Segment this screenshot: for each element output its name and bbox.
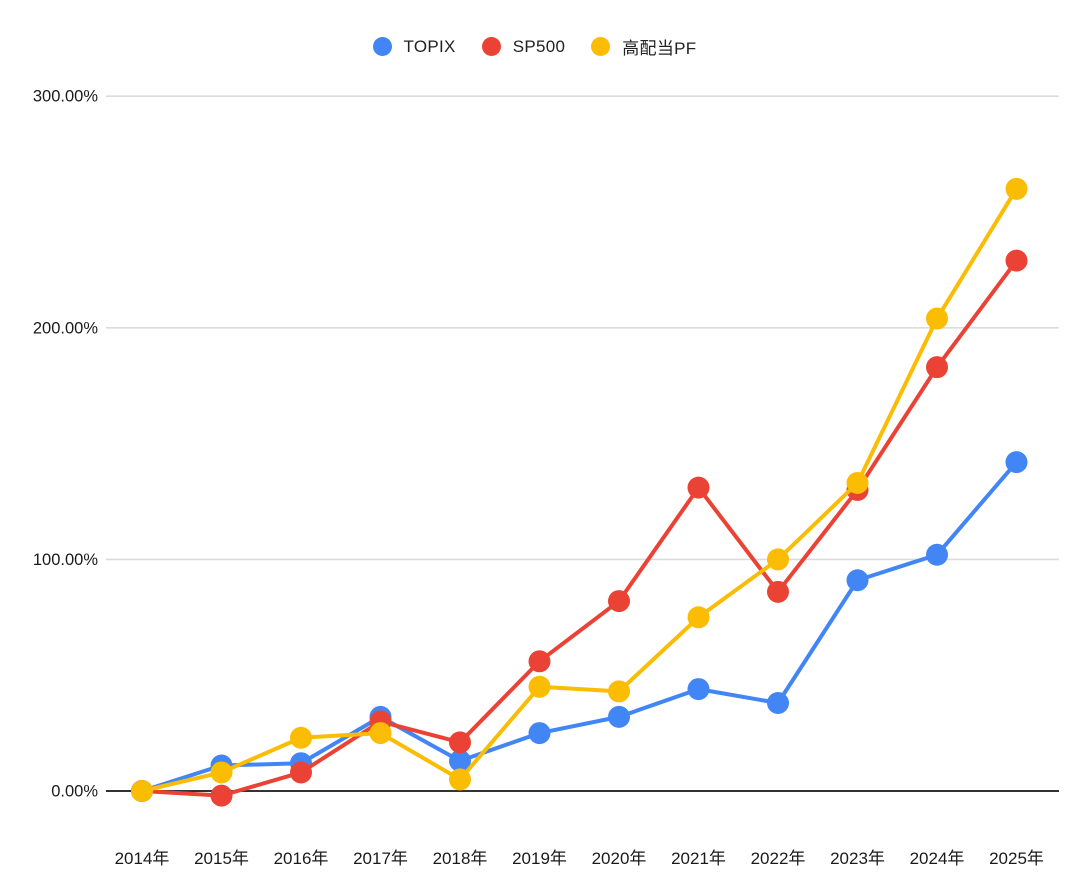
legend-item-SP500[interactable]: SP500: [481, 36, 566, 57]
legend-item-TOPIX[interactable]: TOPIX: [372, 36, 456, 57]
x-axis-tick-label: 2021年: [671, 849, 726, 868]
x-axis-tick-label: 2023年: [830, 849, 885, 868]
x-axis-tick-label: 2022年: [751, 849, 806, 868]
x-axis-tick-label: 2015年: [194, 849, 249, 868]
data-point-高配当PF-2023年: [846, 471, 869, 494]
legend-series-dot-icon: [481, 37, 501, 56]
data-point-高配当PF-2020年: [608, 680, 630, 703]
x-axis-tick-label: 2014年: [115, 849, 170, 868]
data-point-高配当PF-2024年: [926, 307, 948, 330]
x-axis-tick-label: 2017年: [353, 849, 408, 868]
y-axis-tick-label: 0.00%: [51, 783, 98, 801]
legend-item-高配当PF[interactable]: 高配当PF: [591, 34, 696, 59]
series-line-SP500: [140, 258, 1019, 798]
x-axis-tick-label: 2018年: [433, 849, 488, 868]
data-point-TOPIX-2024年: [926, 543, 948, 566]
data-point-高配当PF-2019年: [528, 675, 551, 698]
data-point-高配当PF-2014年: [131, 780, 153, 802]
y-axis-tick-label: 300.00%: [33, 88, 98, 106]
data-point-SP500-2021年: [687, 476, 710, 499]
data-point-高配当PF-2015年: [210, 761, 233, 784]
data-point-SP500-2020年: [608, 590, 630, 613]
data-point-高配当PF-2022年: [767, 548, 789, 571]
x-axis-tick-label: 2019年: [512, 849, 567, 868]
x-axis-tick-label: 2025年: [989, 849, 1044, 868]
data-point-高配当PF-2021年: [687, 606, 710, 629]
data-point-高配当PF-2017年: [369, 722, 392, 745]
data-point-SP500-2022年: [767, 580, 789, 603]
data-point-TOPIX-2023年: [846, 569, 869, 592]
data-point-SP500-2018年: [449, 731, 471, 754]
data-point-SP500-2019年: [528, 650, 551, 673]
data-point-高配当PF-2016年: [290, 726, 312, 749]
y-axis-tick-label: 100.00%: [33, 551, 98, 569]
series-line-高配当PF: [140, 186, 1019, 793]
legend-series-dot-icon: [372, 37, 392, 56]
chart-legend: TOPIX SP500 高配当PF: [0, 34, 1069, 59]
data-point-TOPIX-2018年: [449, 749, 471, 772]
legend-label: TOPIX: [403, 36, 456, 56]
data-point-TOPIX-2022年: [767, 691, 789, 714]
x-axis-tick-label: 2020年: [592, 849, 647, 868]
data-point-SP500-2024年: [926, 356, 948, 379]
x-axis-tick-label: 2016年: [274, 849, 329, 868]
data-point-高配当PF-2025年: [1005, 177, 1028, 200]
legend-label: 高配当PF: [622, 39, 697, 58]
data-point-TOPIX-2021年: [687, 678, 710, 701]
y-axis-tick-label: 200.00%: [33, 319, 98, 337]
data-point-SP500-2025年: [1005, 249, 1028, 272]
data-point-TOPIX-2019年: [528, 722, 551, 745]
data-point-SP500-2015年: [210, 784, 233, 807]
data-point-TOPIX-2020年: [608, 705, 630, 728]
x-axis-tick-label: 2024年: [910, 849, 965, 868]
data-point-SP500-2016年: [290, 761, 312, 784]
data-point-高配当PF-2018年: [449, 768, 471, 791]
data-point-TOPIX-2025年: [1005, 451, 1028, 474]
series-line-TOPIX: [140, 460, 1019, 793]
legend-series-dot-icon: [591, 37, 611, 56]
legend-label: SP500: [512, 36, 566, 56]
